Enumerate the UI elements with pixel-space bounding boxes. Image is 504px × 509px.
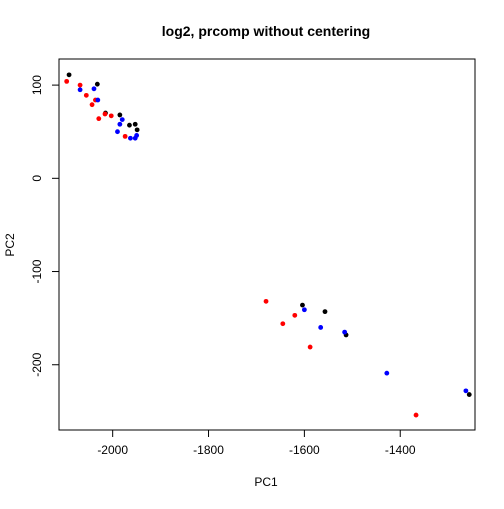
data-point-blue (463, 388, 469, 394)
data-point-black (466, 392, 472, 397)
data-point-blue (95, 97, 101, 103)
y-tick-label: -200 (30, 352, 44, 376)
data-point-black (322, 309, 328, 315)
data-point-blue (77, 87, 83, 93)
y-tick-label: -100 (30, 259, 44, 283)
data-point-blue (301, 307, 307, 313)
y-tick-label: 0 (30, 175, 44, 182)
data-point-red (77, 82, 83, 88)
data-point-blue (119, 117, 125, 122)
y-tick-label: 100 (30, 75, 44, 95)
data-point-red (89, 102, 95, 108)
chart-title: log2, prcomp without centering (162, 23, 370, 39)
data-point-blue (342, 329, 348, 335)
x-tick-label: -2000 (97, 443, 128, 457)
data-point-red (83, 92, 89, 98)
data-point-red (102, 111, 108, 117)
data-point-red (413, 412, 419, 418)
data-point-black (66, 72, 72, 78)
data-points (64, 72, 472, 418)
data-point-red (307, 344, 313, 350)
data-point-black (117, 112, 123, 118)
data-point-black (127, 122, 132, 128)
data-point-black (94, 81, 100, 87)
data-point-black (132, 121, 138, 127)
x-tick-label: -1400 (385, 443, 416, 457)
data-point-blue (384, 370, 390, 376)
data-point-red (108, 113, 114, 119)
data-point-black (300, 302, 305, 308)
data-point-blue (134, 133, 140, 138)
data-point-red (96, 116, 102, 122)
data-point-red (280, 321, 286, 327)
data-point-blue (91, 86, 97, 92)
data-point-red (64, 78, 70, 84)
x-axis-label: PC1 (254, 475, 278, 489)
data-point-blue (117, 121, 123, 127)
data-point-red (292, 312, 298, 318)
data-point-blue (128, 135, 133, 141)
data-point-red (122, 133, 128, 139)
x-tick-label: -1800 (193, 443, 224, 457)
x-axis: -2000 -1800 -1600 -1400 (97, 429, 416, 457)
data-point-blue (115, 129, 120, 135)
data-point-blue (318, 325, 324, 330)
y-axis-label: PC2 (3, 233, 17, 257)
data-point-red (263, 298, 269, 304)
x-tick-label: -1600 (289, 443, 320, 457)
y-axis: -200 -100 0 100 (30, 75, 60, 377)
data-point-black (134, 127, 140, 133)
